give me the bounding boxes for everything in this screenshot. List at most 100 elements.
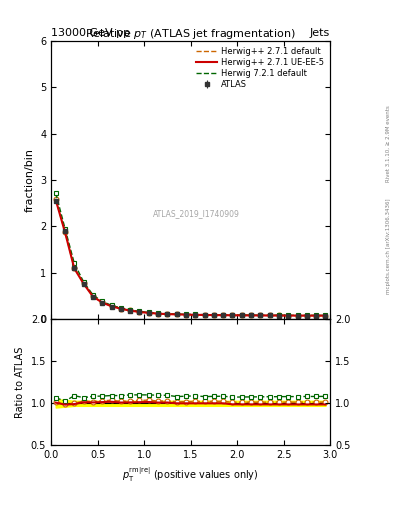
Herwig++ 2.7.1 UE-EE-5 (239, 312, 244, 318)
Text: Jets: Jets (310, 28, 330, 38)
Herwig 7.2.1 default (119, 305, 123, 311)
Herwig++ 2.7.1 default (128, 307, 132, 313)
Herwig 7.2.1 default (63, 226, 68, 232)
X-axis label: $p_{\mathrm{T}}^{\mathrm{rm|re|}}$ (positive values only): $p_{\mathrm{T}}^{\mathrm{rm|re|}}$ (posi… (122, 466, 259, 484)
Herwig++ 2.7.1 default (146, 310, 151, 316)
Herwig 7.2.1 default (72, 260, 77, 266)
Herwig 7.2.1 default (258, 312, 263, 318)
Herwig++ 2.7.1 UE-EE-5 (286, 312, 291, 318)
Herwig 7.2.1 default (53, 190, 58, 196)
Herwig++ 2.7.1 default (109, 303, 114, 309)
Herwig 7.2.1 default (314, 312, 318, 318)
Herwig 7.2.1 default (323, 312, 328, 318)
Herwig++ 2.7.1 UE-EE-5 (109, 303, 114, 309)
Herwig++ 2.7.1 UE-EE-5 (230, 312, 235, 318)
Herwig 7.2.1 default (286, 312, 291, 318)
Herwig++ 2.7.1 default (267, 312, 272, 318)
Herwig++ 2.7.1 default (184, 311, 188, 317)
Herwig++ 2.7.1 default (119, 306, 123, 312)
Herwig 7.2.1 default (109, 302, 114, 308)
Herwig 7.2.1 default (146, 309, 151, 315)
Herwig++ 2.7.1 UE-EE-5 (184, 312, 188, 318)
Herwig++ 2.7.1 UE-EE-5 (165, 311, 170, 317)
Herwig++ 2.7.1 default (323, 312, 328, 318)
Herwig++ 2.7.1 default (53, 197, 58, 203)
Herwig++ 2.7.1 UE-EE-5 (137, 309, 142, 315)
Y-axis label: fraction/bin: fraction/bin (24, 148, 35, 212)
Herwig++ 2.7.1 UE-EE-5 (323, 313, 328, 319)
Herwig++ 2.7.1 default (239, 312, 244, 318)
Herwig++ 2.7.1 UE-EE-5 (305, 313, 309, 319)
Herwig 7.2.1 default (100, 298, 105, 305)
Herwig 7.2.1 default (156, 310, 160, 316)
Herwig 7.2.1 default (221, 312, 226, 318)
Herwig 7.2.1 default (193, 311, 198, 317)
Herwig++ 2.7.1 UE-EE-5 (146, 310, 151, 316)
Herwig++ 2.7.1 default (193, 312, 198, 318)
Herwig++ 2.7.1 UE-EE-5 (277, 312, 281, 318)
Herwig 7.2.1 default (165, 311, 170, 317)
Herwig++ 2.7.1 UE-EE-5 (53, 197, 58, 203)
Herwig++ 2.7.1 default (81, 280, 86, 286)
Herwig++ 2.7.1 UE-EE-5 (81, 281, 86, 287)
Herwig++ 2.7.1 UE-EE-5 (221, 312, 226, 318)
Text: mcplots.cern.ch [arXiv:1306.3436]: mcplots.cern.ch [arXiv:1306.3436] (386, 198, 391, 293)
Herwig++ 2.7.1 default (91, 293, 95, 300)
Herwig++ 2.7.1 default (174, 311, 179, 317)
Text: 13000 GeV pp: 13000 GeV pp (51, 28, 130, 38)
Herwig++ 2.7.1 UE-EE-5 (258, 312, 263, 318)
Herwig++ 2.7.1 default (72, 265, 77, 271)
Herwig++ 2.7.1 UE-EE-5 (267, 312, 272, 318)
Herwig 7.2.1 default (81, 279, 86, 285)
Line: Herwig 7.2.1 default: Herwig 7.2.1 default (56, 193, 325, 315)
Herwig 7.2.1 default (295, 312, 300, 318)
Herwig++ 2.7.1 UE-EE-5 (295, 312, 300, 318)
Line: Herwig++ 2.7.1 UE-EE-5: Herwig++ 2.7.1 UE-EE-5 (56, 200, 325, 316)
Herwig++ 2.7.1 default (156, 310, 160, 316)
Herwig++ 2.7.1 default (258, 312, 263, 318)
Herwig++ 2.7.1 default (100, 300, 105, 306)
Herwig++ 2.7.1 default (211, 312, 216, 318)
Herwig++ 2.7.1 UE-EE-5 (63, 229, 68, 236)
Herwig++ 2.7.1 default (249, 312, 253, 318)
Herwig 7.2.1 default (137, 308, 142, 314)
Herwig 7.2.1 default (305, 312, 309, 318)
Herwig++ 2.7.1 default (165, 311, 170, 317)
Herwig++ 2.7.1 default (230, 312, 235, 318)
Title: Relative $p_T$ (ATLAS jet fragmentation): Relative $p_T$ (ATLAS jet fragmentation) (85, 27, 296, 41)
Herwig++ 2.7.1 UE-EE-5 (156, 311, 160, 317)
Herwig++ 2.7.1 UE-EE-5 (202, 312, 207, 318)
Legend: Herwig++ 2.7.1 default, Herwig++ 2.7.1 UE-EE-5, Herwig 7.2.1 default, ATLAS: Herwig++ 2.7.1 default, Herwig++ 2.7.1 U… (195, 45, 326, 91)
Line: Herwig++ 2.7.1 default: Herwig++ 2.7.1 default (56, 200, 325, 315)
Herwig++ 2.7.1 UE-EE-5 (100, 300, 105, 306)
Herwig 7.2.1 default (230, 312, 235, 318)
Herwig++ 2.7.1 default (202, 312, 207, 318)
Herwig++ 2.7.1 UE-EE-5 (174, 311, 179, 317)
Herwig 7.2.1 default (184, 311, 188, 317)
Herwig++ 2.7.1 default (277, 312, 281, 318)
Herwig++ 2.7.1 default (137, 309, 142, 315)
Herwig++ 2.7.1 default (221, 312, 226, 318)
Herwig++ 2.7.1 default (314, 312, 318, 318)
Herwig++ 2.7.1 default (286, 312, 291, 318)
Y-axis label: Ratio to ATLAS: Ratio to ATLAS (15, 347, 25, 418)
Herwig++ 2.7.1 UE-EE-5 (249, 312, 253, 318)
Herwig 7.2.1 default (239, 312, 244, 318)
Herwig++ 2.7.1 UE-EE-5 (119, 306, 123, 312)
Text: ATLAS_2019_I1740909: ATLAS_2019_I1740909 (153, 209, 240, 218)
Herwig++ 2.7.1 UE-EE-5 (193, 312, 198, 318)
Text: Rivet 3.1.10, ≥ 2.9M events: Rivet 3.1.10, ≥ 2.9M events (386, 105, 391, 182)
Herwig 7.2.1 default (202, 312, 207, 318)
Herwig++ 2.7.1 UE-EE-5 (128, 308, 132, 314)
Herwig 7.2.1 default (249, 312, 253, 318)
Herwig 7.2.1 default (267, 312, 272, 318)
Herwig 7.2.1 default (128, 307, 132, 313)
Herwig++ 2.7.1 UE-EE-5 (211, 312, 216, 318)
Herwig 7.2.1 default (277, 312, 281, 318)
Herwig++ 2.7.1 default (295, 312, 300, 318)
Herwig 7.2.1 default (91, 292, 95, 298)
Herwig++ 2.7.1 default (63, 229, 68, 235)
Herwig 7.2.1 default (211, 312, 216, 318)
Herwig++ 2.7.1 UE-EE-5 (72, 265, 77, 271)
Herwig++ 2.7.1 UE-EE-5 (91, 293, 95, 300)
